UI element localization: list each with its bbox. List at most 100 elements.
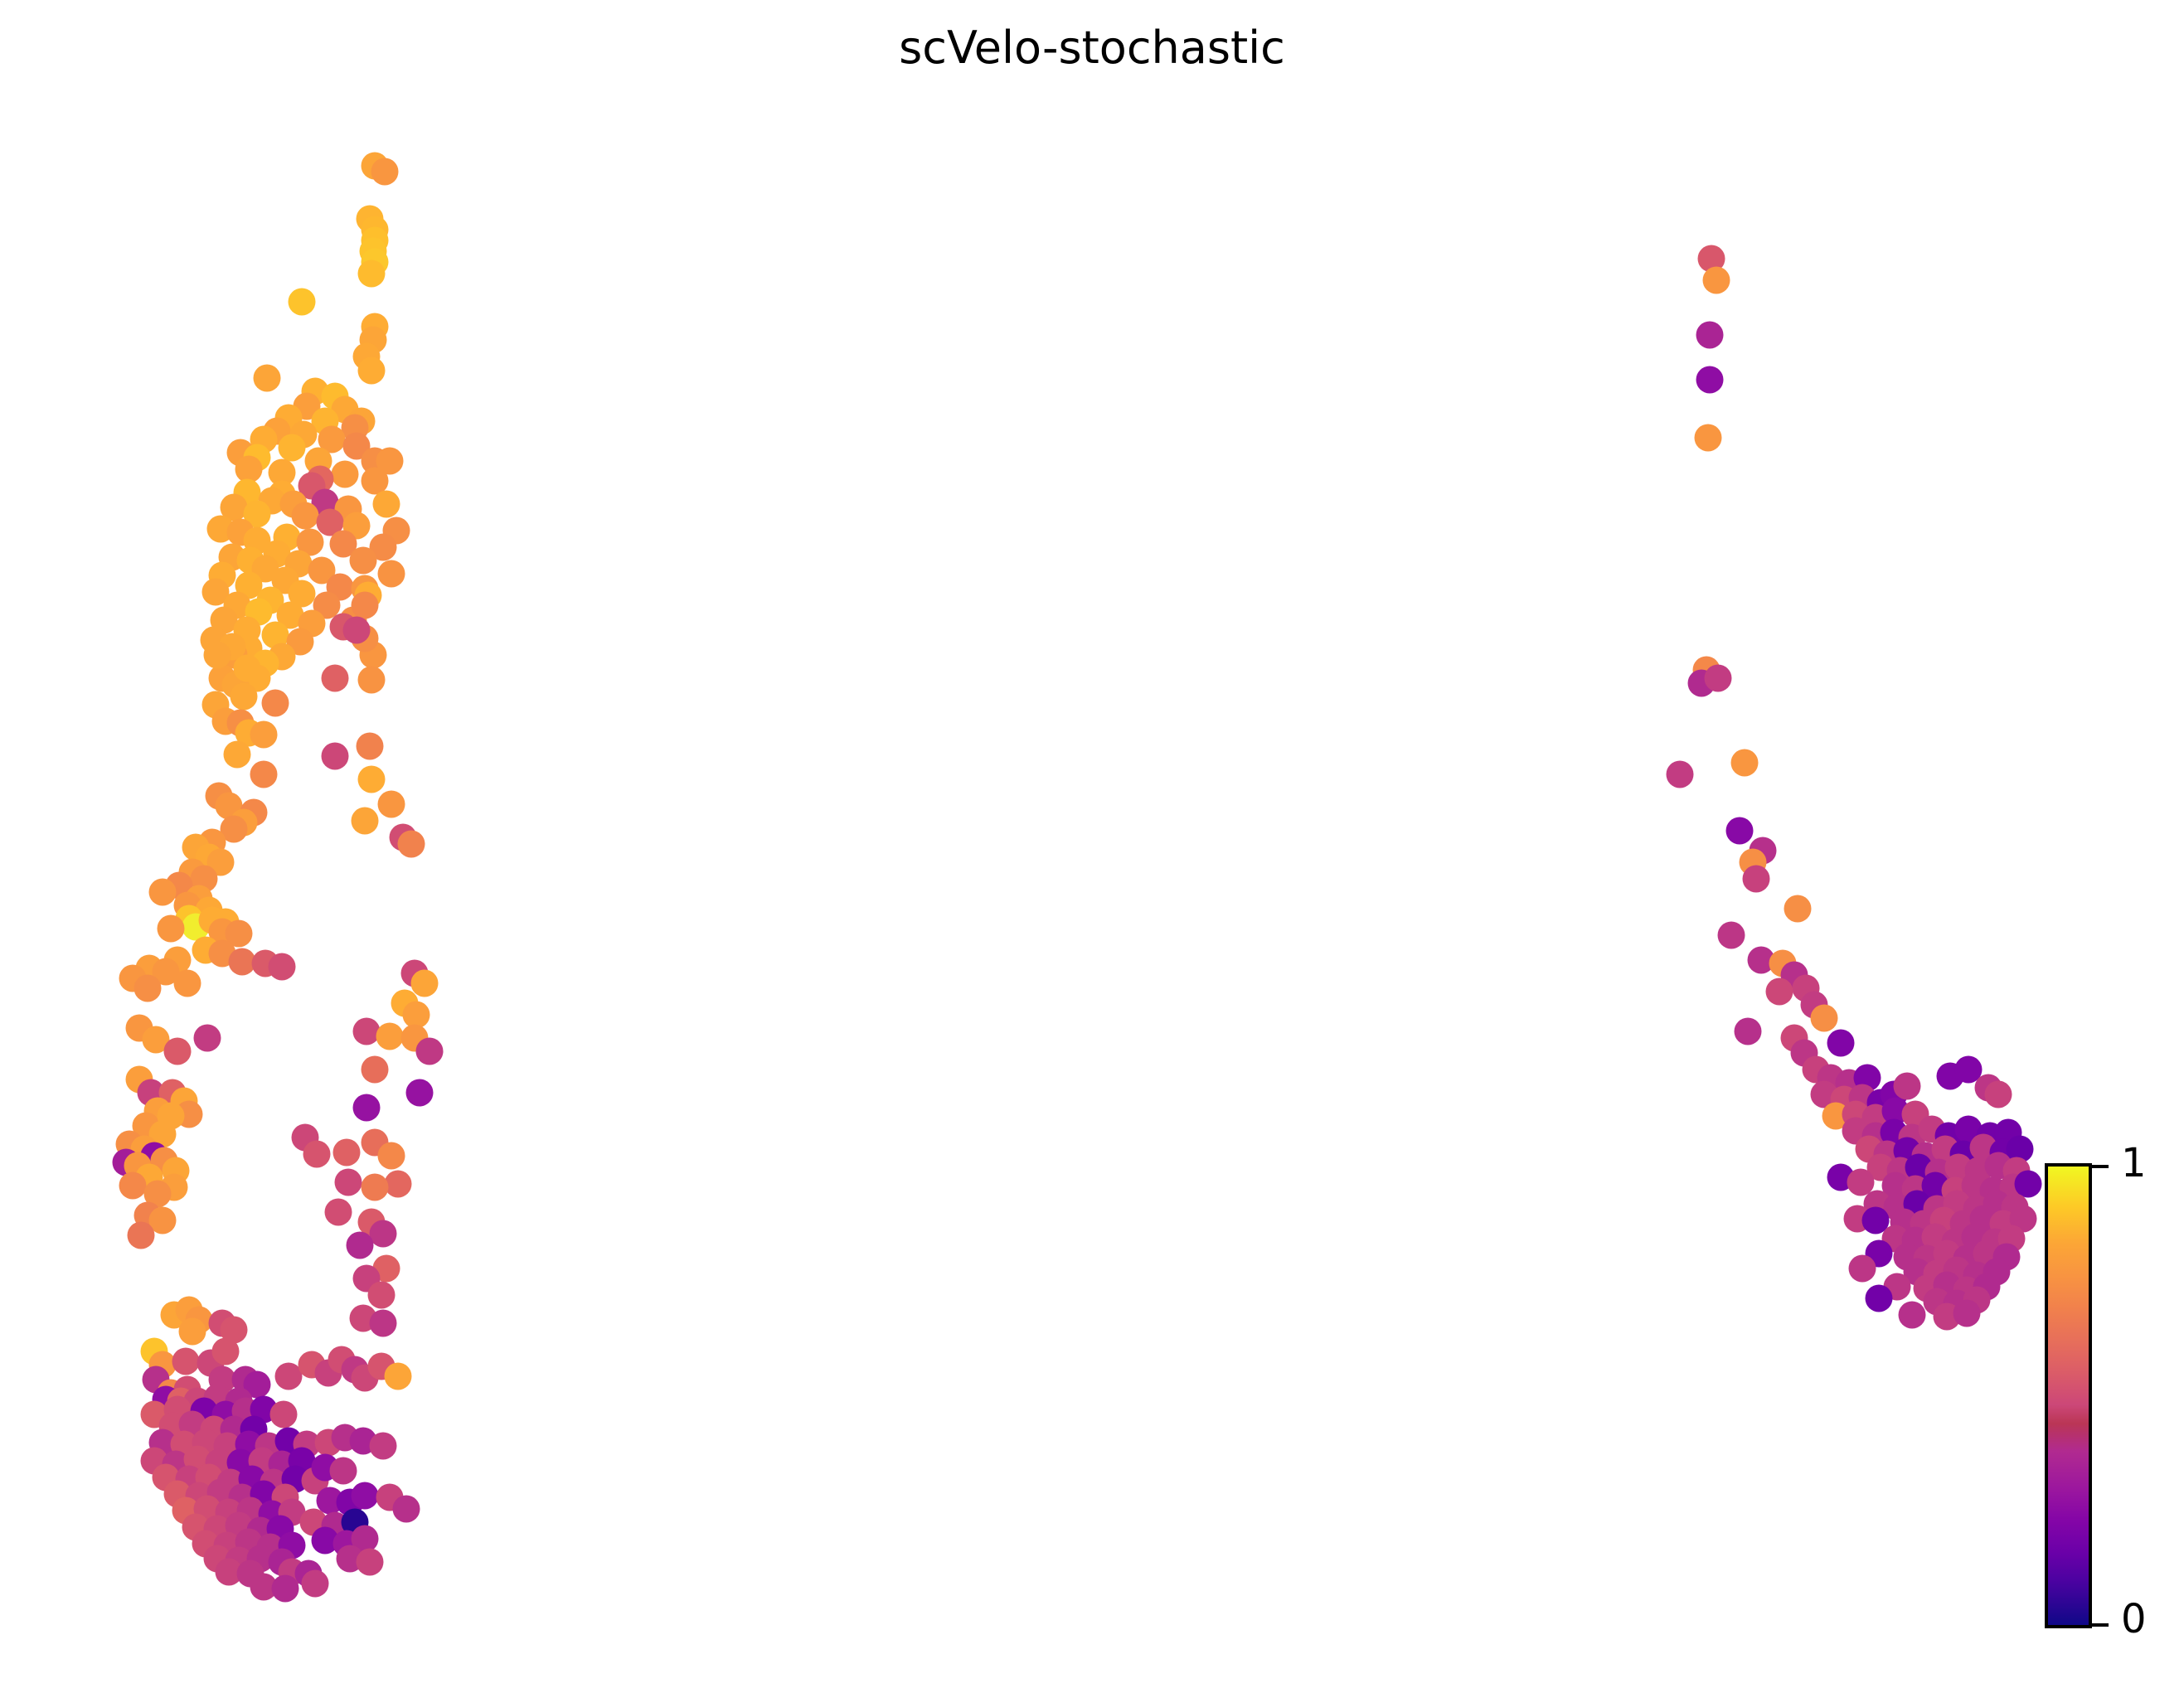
scatter-point bbox=[1827, 1029, 1855, 1057]
scatter-point bbox=[372, 490, 400, 518]
scatter-point bbox=[361, 1173, 389, 1201]
scatter-point bbox=[369, 533, 397, 561]
colorbar-tick-top bbox=[2090, 1165, 2109, 1168]
scatter-point bbox=[351, 807, 379, 835]
scatter-point bbox=[1702, 266, 1730, 294]
scatter-point bbox=[369, 1309, 397, 1337]
scatter-point bbox=[377, 790, 405, 818]
scatter-point bbox=[316, 1487, 344, 1515]
scatter-point bbox=[2009, 1205, 2037, 1233]
scatter-point bbox=[1694, 424, 1722, 452]
scatter-point bbox=[324, 1198, 352, 1226]
colorbar[interactable]: 1 0 bbox=[2045, 1143, 2184, 1639]
scatter-point bbox=[1725, 817, 1754, 845]
scatter-point bbox=[357, 260, 386, 288]
scatter-point bbox=[1696, 366, 1724, 394]
scatter-point bbox=[251, 555, 279, 583]
scatter-point bbox=[369, 1432, 397, 1460]
scatter-point bbox=[1953, 1299, 1981, 1327]
scatter-point bbox=[220, 493, 248, 521]
scatter-point bbox=[291, 502, 319, 530]
scatter-point bbox=[342, 616, 371, 644]
scatter-point bbox=[1893, 1072, 1921, 1100]
scatter-point bbox=[361, 1055, 389, 1084]
scatter-point bbox=[377, 560, 405, 588]
page-title: scVelo-stochastic bbox=[899, 22, 1285, 74]
scatter-point bbox=[172, 1347, 200, 1375]
scatter-point bbox=[2014, 1170, 2042, 1198]
scatter-point bbox=[271, 1574, 299, 1603]
scatter-point bbox=[178, 1317, 206, 1346]
scatter-point bbox=[346, 1231, 374, 1259]
scatter-point bbox=[233, 654, 261, 682]
scatter-point bbox=[276, 601, 304, 629]
scatter-point bbox=[331, 460, 359, 488]
scatter-point bbox=[261, 621, 289, 649]
scatter-point bbox=[384, 1362, 412, 1390]
scatter-point bbox=[228, 948, 256, 976]
scatter-point bbox=[157, 914, 185, 943]
scatter-point bbox=[349, 546, 377, 575]
scatter-point bbox=[288, 288, 316, 316]
scatter-point bbox=[173, 969, 201, 997]
scatter-point bbox=[308, 556, 336, 584]
scatter-point bbox=[352, 1017, 381, 1045]
scatter-point bbox=[1954, 1115, 1983, 1143]
scatter-point bbox=[351, 1482, 379, 1510]
scatter-point bbox=[318, 425, 346, 454]
scatter-point bbox=[2006, 1135, 2034, 1163]
scatter-point bbox=[405, 1079, 434, 1107]
scatter-point bbox=[243, 500, 271, 528]
scatter-point bbox=[301, 1569, 329, 1598]
scatter-point bbox=[397, 830, 425, 858]
scatter-point bbox=[223, 740, 251, 769]
scatter-point bbox=[384, 1170, 412, 1198]
scatter-point bbox=[371, 158, 399, 186]
scatter-point bbox=[127, 1221, 155, 1249]
scatter-point bbox=[311, 1526, 339, 1555]
scatter-point bbox=[203, 641, 231, 669]
scatter-point bbox=[1847, 1168, 1875, 1196]
scatter-point bbox=[148, 1206, 177, 1234]
scatter-point bbox=[1984, 1080, 2012, 1108]
scatter-point bbox=[211, 1337, 240, 1365]
scatter-point bbox=[133, 974, 162, 1002]
scatter-point bbox=[356, 732, 384, 760]
scatter-point bbox=[1865, 1284, 1893, 1312]
scatter-point bbox=[261, 689, 289, 717]
scatter-point bbox=[376, 447, 404, 475]
scatter-point bbox=[352, 1094, 381, 1122]
scatter-point bbox=[356, 1548, 384, 1576]
scatter-point bbox=[235, 571, 263, 599]
scatter-point bbox=[243, 1370, 271, 1399]
scatter-point bbox=[274, 1362, 303, 1390]
scatter-point bbox=[206, 848, 235, 876]
scatter-point bbox=[250, 1573, 278, 1601]
scatter-point bbox=[1717, 921, 1745, 949]
scatter-point bbox=[1810, 1004, 1838, 1032]
scatter-point bbox=[225, 919, 253, 948]
scatter-point bbox=[357, 765, 386, 793]
scatter-point bbox=[142, 1026, 170, 1054]
scatter-point bbox=[193, 1024, 221, 1052]
scatter-point bbox=[1742, 865, 1770, 893]
scatter-point bbox=[201, 578, 230, 606]
colorbar-tick-bottom bbox=[2090, 1623, 2109, 1627]
scatter-point bbox=[286, 628, 314, 656]
scatter-point bbox=[332, 1138, 361, 1167]
scatter-point bbox=[220, 1316, 248, 1344]
scatter-point bbox=[268, 953, 296, 981]
colorbar-label-max: 1 bbox=[2121, 1140, 2147, 1186]
scatter-point bbox=[376, 1022, 404, 1050]
scatter-point bbox=[250, 720, 278, 749]
scatter-point bbox=[1848, 1254, 1876, 1283]
scatter-point bbox=[235, 455, 263, 483]
scatter-point bbox=[392, 1495, 420, 1523]
scatter-point bbox=[143, 1180, 172, 1208]
scatter-point bbox=[250, 760, 278, 788]
scatter-point bbox=[288, 580, 316, 608]
scatter-point bbox=[342, 432, 371, 460]
scatter-point bbox=[361, 467, 389, 495]
scatter-point bbox=[253, 364, 281, 392]
